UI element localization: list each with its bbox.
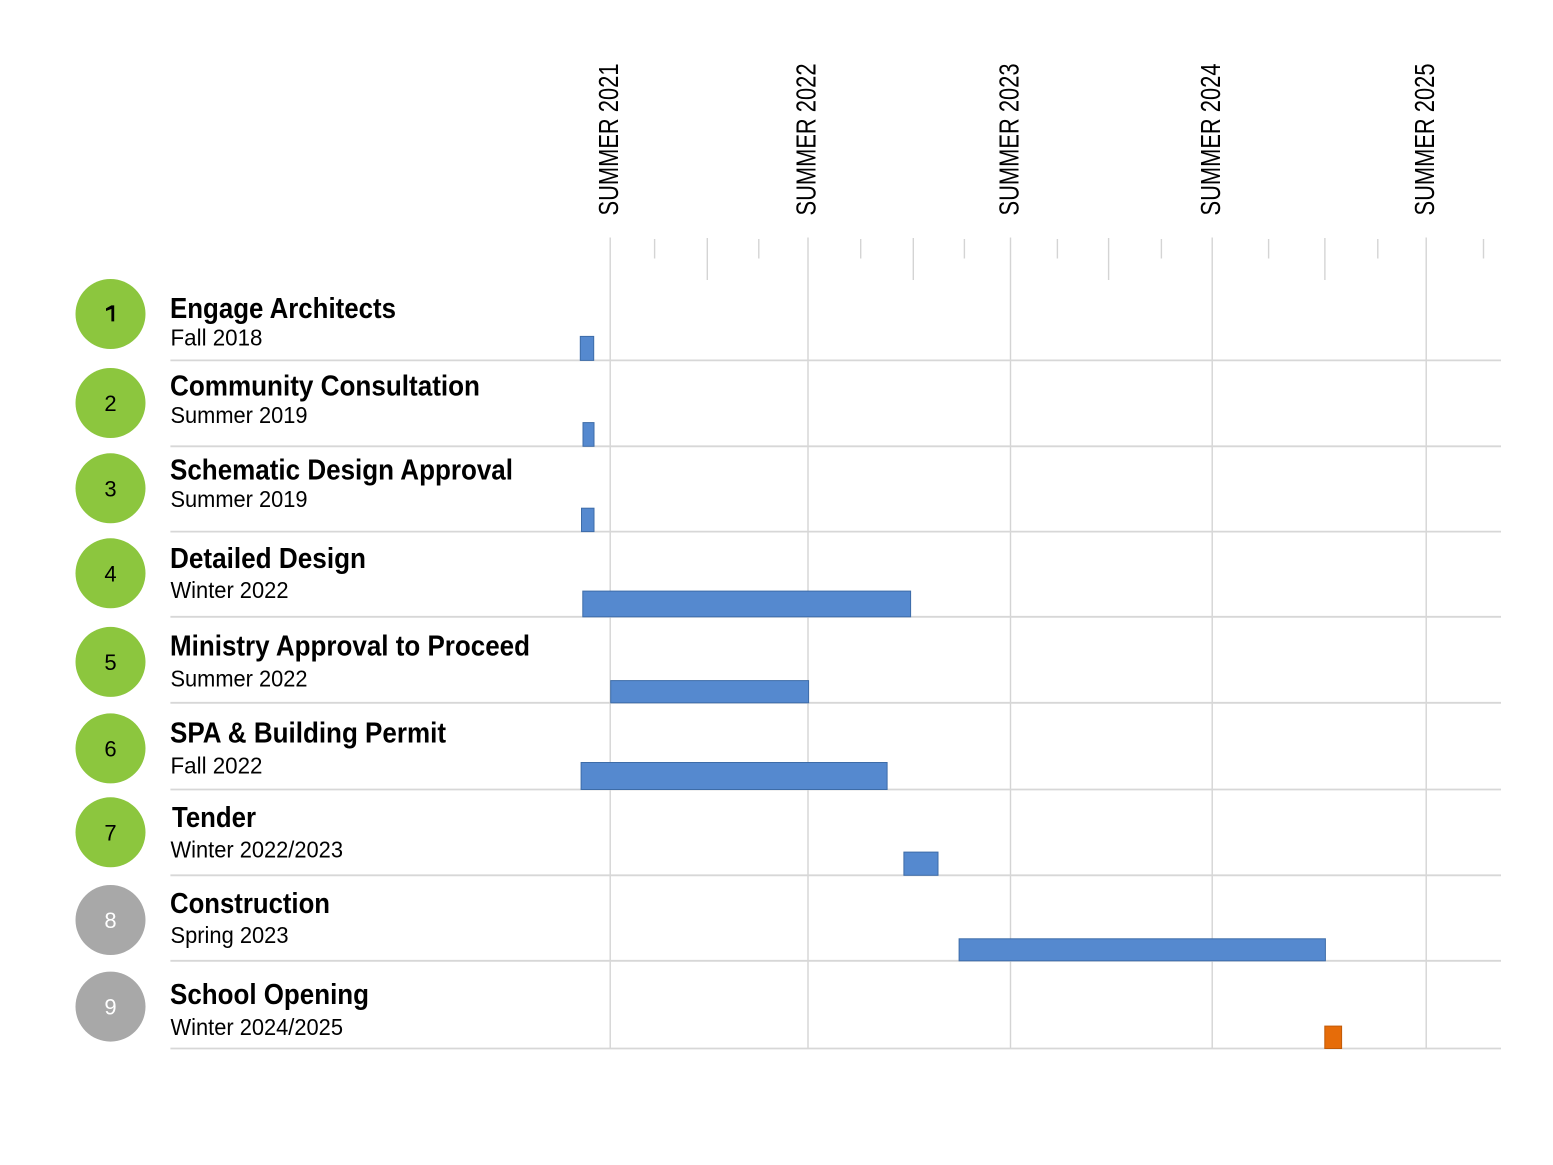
svg-text:3: 3 [104,476,116,501]
svg-text:SUMMER 2021: SUMMER 2021 [593,64,624,216]
svg-text:SUMMER 2023: SUMMER 2023 [994,64,1025,216]
svg-text:9: 9 [104,995,116,1020]
svg-text:SUMMER 2022: SUMMER 2022 [791,64,822,216]
svg-text:Summer 2019: Summer 2019 [171,486,308,512]
svg-text:Tender: Tender [172,802,256,834]
svg-text:Engage Architects: Engage Architects [170,293,396,325]
svg-text:Fall 2018: Fall 2018 [171,325,263,351]
svg-text:Fall 2022: Fall 2022 [171,753,263,779]
svg-text:SUMMER 2025: SUMMER 2025 [1409,64,1440,216]
svg-text:Summer 2022: Summer 2022 [171,666,308,692]
svg-text:Ministry Approval to Proceed: Ministry Approval to Proceed [170,630,530,662]
svg-text:Winter 2024/2025: Winter 2024/2025 [171,1014,344,1040]
svg-text:Community Consultation: Community Consultation [170,370,480,402]
svg-text:8: 8 [104,908,116,933]
svg-text:School Opening: School Opening [170,979,369,1011]
svg-text:2: 2 [104,391,116,416]
svg-text:SPA & Building Permit: SPA & Building Permit [170,717,446,749]
svg-text:Schematic Design Approval: Schematic Design Approval [170,455,513,487]
svg-text:Construction: Construction [170,888,330,920]
svg-text:4: 4 [104,561,116,586]
svg-text:5: 5 [104,650,116,675]
svg-text:Summer 2019: Summer 2019 [171,402,308,428]
svg-text:Spring 2023: Spring 2023 [171,922,289,948]
svg-text:Winter 2022/2023: Winter 2022/2023 [171,836,344,862]
svg-text:SUMMER 2024: SUMMER 2024 [1195,64,1226,216]
svg-text:Detailed Design: Detailed Design [170,543,366,575]
svg-text:7: 7 [104,820,116,845]
svg-text:6: 6 [104,736,116,761]
svg-text:Winter 2022: Winter 2022 [171,577,289,603]
